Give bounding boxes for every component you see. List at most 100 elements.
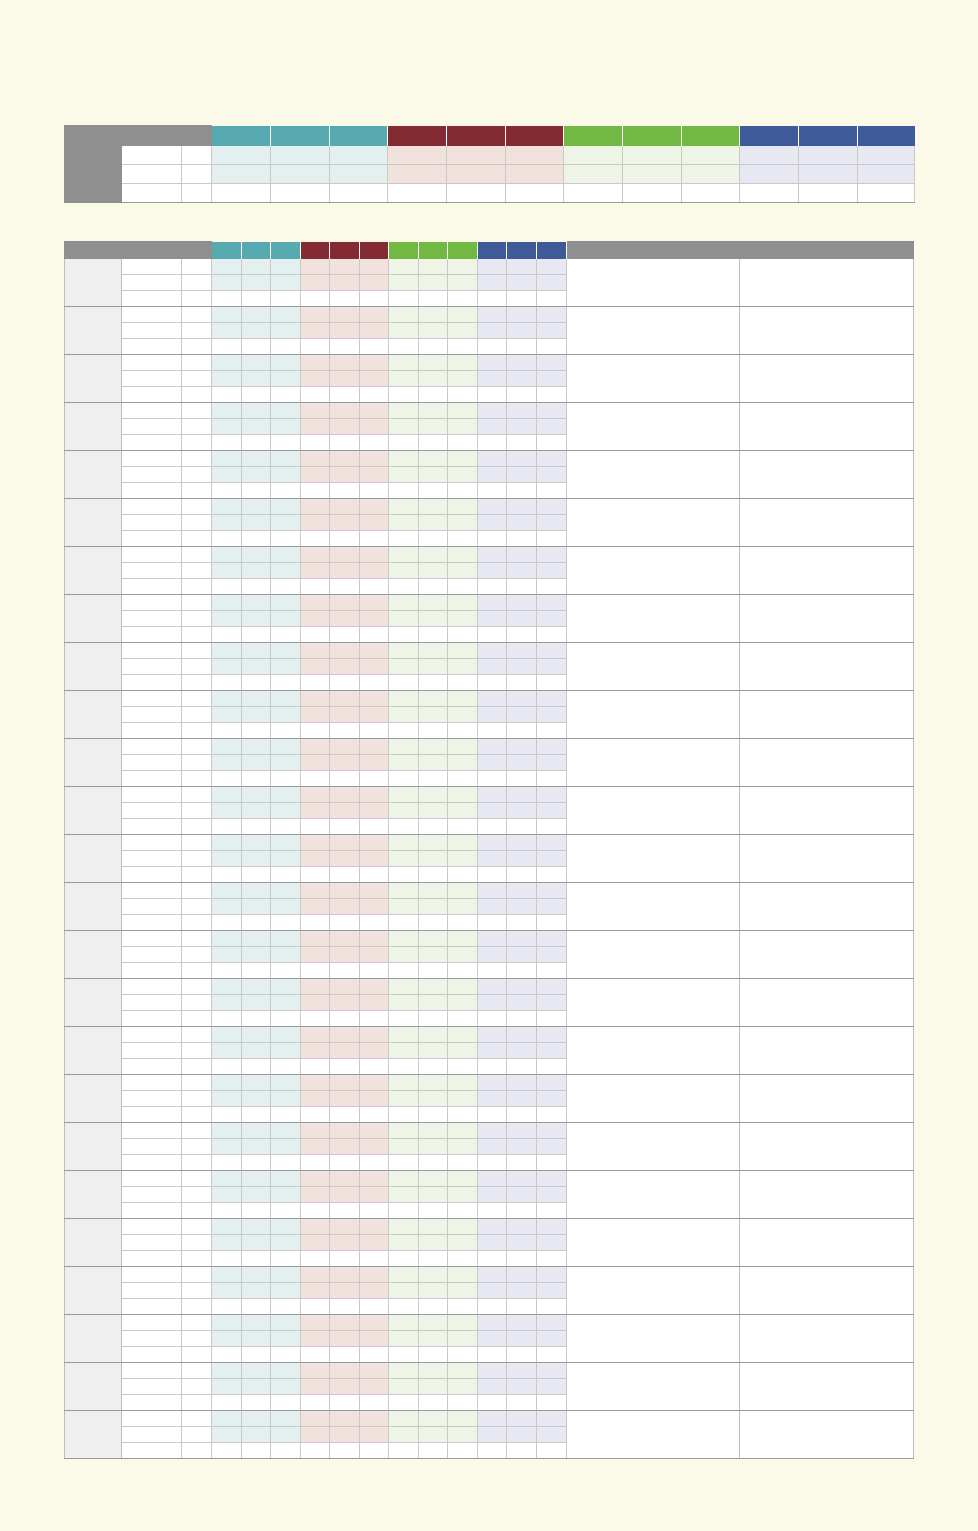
green-entry-cell[interactable]: [447, 610, 478, 627]
teal-entry-cell[interactable]: [211, 770, 242, 787]
green-entry-cell[interactable]: [447, 738, 478, 755]
teal-entry-cell[interactable]: [241, 1154, 271, 1171]
teal-entry-cell[interactable]: [270, 1058, 301, 1075]
green-entry-cell[interactable]: [447, 1282, 478, 1299]
note-cell[interactable]: [739, 1362, 914, 1411]
green-entry-cell[interactable]: [447, 1026, 478, 1043]
blue-entry-cell[interactable]: [477, 434, 507, 451]
maroon-entry-cell[interactable]: [359, 1202, 389, 1219]
blue-entry-cell[interactable]: [536, 1026, 567, 1043]
entry-cell[interactable]: [121, 786, 182, 803]
maroon-entry-cell[interactable]: [359, 610, 389, 627]
row-group-label[interactable]: [64, 834, 122, 883]
green-entry-cell[interactable]: [418, 290, 448, 307]
maroon-entry-cell[interactable]: [329, 466, 360, 483]
blue-entry-cell[interactable]: [477, 1330, 507, 1347]
maroon-entry-cell[interactable]: [300, 402, 330, 419]
teal-entry-cell[interactable]: [270, 1426, 301, 1443]
green-entry-cell[interactable]: [388, 978, 419, 995]
blue-entry-cell[interactable]: [477, 818, 507, 835]
note-cell[interactable]: [566, 1218, 740, 1267]
maroon-entry-cell[interactable]: [359, 1186, 389, 1203]
row-group-label[interactable]: [64, 1362, 122, 1411]
blue-entry-cell[interactable]: [477, 1314, 507, 1331]
maroon-entry-cell[interactable]: [329, 930, 360, 947]
teal-entry-cell[interactable]: [270, 1314, 301, 1331]
blue-entry-cell[interactable]: [477, 1234, 507, 1251]
note-cell[interactable]: [566, 306, 740, 355]
teal-entry-cell[interactable]: [270, 770, 301, 787]
blue-entry-cell[interactable]: [477, 1170, 507, 1187]
blue-entry-cell[interactable]: [506, 658, 537, 675]
blue-entry-cell[interactable]: [506, 370, 537, 387]
teal-entry-cell[interactable]: [270, 834, 301, 851]
note-cell[interactable]: [739, 1074, 914, 1123]
green-entry-cell[interactable]: [418, 1426, 448, 1443]
green-entry-cell[interactable]: [418, 1138, 448, 1155]
green-entry-cell[interactable]: [447, 498, 478, 515]
entry-cell[interactable]: [181, 1298, 212, 1315]
maroon-entry-cell[interactable]: [300, 658, 330, 675]
blue-entry-cell[interactable]: [506, 1218, 537, 1235]
teal-entry-cell[interactable]: [270, 994, 301, 1011]
teal-entry-cell[interactable]: [270, 1122, 301, 1139]
maroon-entry-cell[interactable]: [329, 754, 360, 771]
green-entry-cell[interactable]: [388, 562, 419, 579]
entry-cell[interactable]: [121, 1298, 182, 1315]
green-entry-cell[interactable]: [447, 1250, 478, 1267]
blue-entry-cell[interactable]: [536, 274, 567, 291]
entry-cell[interactable]: [181, 1090, 212, 1107]
teal-entry-cell[interactable]: [211, 1362, 242, 1379]
green-entry-cell[interactable]: [418, 1010, 448, 1027]
blue-entry-cell[interactable]: [536, 786, 567, 803]
maroon-entry-cell[interactable]: [300, 386, 330, 403]
maroon-entry-cell[interactable]: [329, 1042, 360, 1059]
teal-entry-cell[interactable]: [211, 610, 242, 627]
blue-entry-cell[interactable]: [506, 1058, 537, 1075]
green-entry-cell[interactable]: [447, 594, 478, 611]
maroon-entry-cell[interactable]: [359, 930, 389, 947]
green-entry-cell[interactable]: [447, 930, 478, 947]
summary-maroon-cell[interactable]: [505, 164, 564, 184]
summary-green-cell[interactable]: [681, 164, 740, 184]
entry-cell[interactable]: [181, 738, 212, 755]
green-entry-cell[interactable]: [418, 482, 448, 499]
blue-entry-cell[interactable]: [506, 1010, 537, 1027]
entry-cell[interactable]: [181, 770, 212, 787]
blue-entry-cell[interactable]: [506, 546, 537, 563]
teal-entry-cell[interactable]: [270, 290, 301, 307]
teal-entry-cell[interactable]: [270, 818, 301, 835]
green-entry-cell[interactable]: [388, 274, 419, 291]
blue-entry-cell[interactable]: [536, 578, 567, 595]
note-cell[interactable]: [566, 1122, 740, 1171]
green-entry-cell[interactable]: [418, 834, 448, 851]
blue-entry-cell[interactable]: [477, 962, 507, 979]
blue-entry-cell[interactable]: [506, 962, 537, 979]
teal-entry-cell[interactable]: [270, 642, 301, 659]
teal-entry-cell[interactable]: [241, 1314, 271, 1331]
maroon-entry-cell[interactable]: [329, 1410, 360, 1427]
maroon-entry-cell[interactable]: [300, 1170, 330, 1187]
teal-entry-cell[interactable]: [270, 530, 301, 547]
maroon-entry-cell[interactable]: [300, 1026, 330, 1043]
maroon-entry-cell[interactable]: [300, 1202, 330, 1219]
maroon-entry-cell[interactable]: [300, 1298, 330, 1315]
entry-cell[interactable]: [121, 690, 182, 707]
blue-entry-cell[interactable]: [506, 1442, 537, 1459]
maroon-entry-cell[interactable]: [300, 642, 330, 659]
green-entry-cell[interactable]: [447, 770, 478, 787]
maroon-entry-cell[interactable]: [359, 322, 389, 339]
teal-entry-cell[interactable]: [270, 482, 301, 499]
maroon-entry-cell[interactable]: [329, 1442, 360, 1459]
maroon-entry-cell[interactable]: [329, 1106, 360, 1123]
entry-cell[interactable]: [181, 258, 212, 275]
maroon-entry-cell[interactable]: [329, 978, 360, 995]
entry-cell[interactable]: [121, 530, 182, 547]
maroon-entry-cell[interactable]: [359, 1026, 389, 1043]
green-entry-cell[interactable]: [418, 962, 448, 979]
teal-entry-cell[interactable]: [241, 738, 271, 755]
entry-cell[interactable]: [121, 626, 182, 643]
teal-entry-cell[interactable]: [270, 722, 301, 739]
teal-entry-cell[interactable]: [270, 370, 301, 387]
blue-entry-cell[interactable]: [477, 1106, 507, 1123]
